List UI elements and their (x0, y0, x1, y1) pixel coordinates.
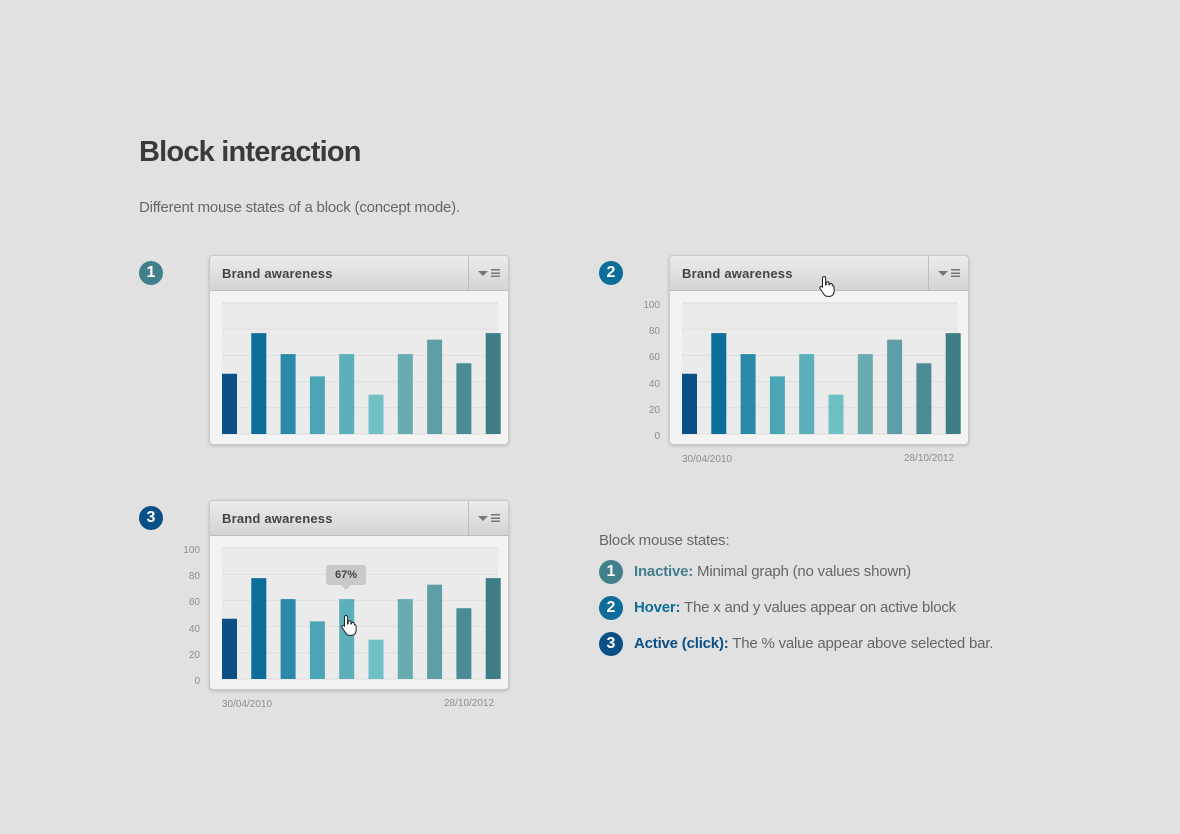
page-subtitle: Different mouse states of a block (conce… (139, 199, 460, 216)
block-header[interactable]: Brand awareness (210, 256, 508, 291)
block-menu-button[interactable] (468, 501, 508, 535)
chart-bar[interactable] (828, 394, 844, 434)
block-title: Brand awareness (682, 266, 793, 281)
hand-cursor-icon (819, 275, 835, 297)
chevron-down-icon (478, 516, 488, 521)
bar-chart-svg (222, 302, 501, 435)
block-header[interactable]: Brand awareness (210, 501, 508, 536)
x-start-date: 30/04/2010 (222, 699, 273, 710)
chevron-down-icon (938, 271, 948, 276)
legend-label: Inactive: (634, 563, 694, 580)
step-number-1: 1 (139, 261, 163, 285)
chart-bar[interactable] (309, 376, 325, 434)
brand-awareness-block-inactive[interactable]: Brand awareness (209, 255, 509, 445)
step-number-3: 3 (599, 632, 623, 656)
chart-bar[interactable] (339, 599, 355, 679)
brand-awareness-block-active[interactable]: Brand awareness 100 80 60 40 20 0 30/04/… (183, 500, 509, 710)
x-end-date: 28/10/2012 (444, 698, 495, 709)
legend-label: Active (click): (634, 635, 729, 652)
y-tick-label: 60 (648, 352, 660, 363)
chart-bar[interactable] (857, 354, 873, 434)
chart-bar[interactable] (222, 373, 237, 434)
y-tick-label: 0 (194, 676, 200, 687)
chart-bar[interactable] (397, 599, 413, 679)
block-menu-button[interactable] (468, 256, 508, 290)
chart-bar[interactable] (485, 578, 501, 679)
chart-bar[interactable] (280, 599, 296, 679)
legend-description: The % value appear above selected bar. (732, 635, 994, 652)
bar-chart-svg (222, 547, 501, 680)
block-title: Brand awareness (222, 511, 333, 526)
bar-chart (682, 302, 961, 435)
bar-chart (222, 302, 501, 435)
chart-bar[interactable] (427, 584, 443, 679)
bar-chart-svg (682, 302, 961, 435)
chart-bar[interactable] (251, 578, 267, 679)
y-tick-label: 20 (188, 650, 200, 661)
bar-chart (222, 547, 501, 680)
x-end-date: 28/10/2012 (904, 453, 955, 464)
y-tick-label: 40 (648, 379, 660, 390)
chart-plot-area (682, 303, 958, 434)
chart-bar[interactable] (945, 333, 961, 434)
chart-bar[interactable] (887, 339, 903, 434)
chart-bar[interactable] (711, 333, 727, 434)
block-title: Brand awareness (222, 266, 333, 281)
step-number-1: 1 (599, 560, 623, 584)
x-start-date: 30/04/2010 (682, 454, 733, 465)
chart-bar[interactable] (339, 354, 355, 434)
bar-value-tooltip: 67% (326, 565, 366, 590)
chart-bar[interactable] (769, 376, 785, 434)
legend-description: The x and y values appear on active bloc… (684, 599, 956, 616)
chart-plot-area (222, 303, 498, 434)
chart-bar[interactable] (456, 363, 472, 434)
chart-bar[interactable] (251, 333, 267, 434)
menu-lines-icon (951, 269, 960, 277)
chevron-down-icon (478, 271, 488, 276)
chart-bar[interactable] (368, 639, 384, 679)
chart-bar[interactable] (222, 618, 237, 679)
chart-bar[interactable] (456, 608, 472, 679)
menu-lines-icon (491, 514, 500, 522)
chart-bar[interactable] (397, 354, 413, 434)
chart-bar[interactable] (427, 339, 443, 434)
y-tick-label: 40 (188, 624, 200, 635)
step-number-3: 3 (139, 506, 163, 530)
y-tick-label: 0 (654, 431, 660, 442)
chart-bar[interactable] (740, 354, 756, 434)
chart-bar[interactable] (682, 373, 697, 434)
chart-bar[interactable] (368, 394, 384, 434)
page-title: Block interaction (139, 136, 361, 168)
y-tick-label: 80 (648, 326, 660, 337)
brand-awareness-block-hover[interactable]: Brand awareness 100 80 60 40 20 0 30/04/… (643, 255, 969, 465)
chart-bar[interactable] (799, 354, 815, 434)
block-header[interactable]: Brand awareness (670, 256, 968, 291)
chart-bar[interactable] (916, 363, 932, 434)
y-tick-label: 20 (648, 405, 660, 416)
y-tick-label: 100 (183, 545, 200, 556)
block-menu-button[interactable] (928, 256, 968, 290)
step-number-2: 2 (599, 596, 623, 620)
legend-label: Hover: (634, 599, 681, 616)
hand-cursor-icon (341, 614, 357, 636)
legend-description: Minimal graph (no values shown) (697, 563, 911, 580)
y-tick-label: 80 (188, 571, 200, 582)
legend-title: Block mouse states: (599, 532, 730, 549)
chart-bar[interactable] (485, 333, 501, 434)
y-tick-label: 60 (188, 597, 200, 608)
chart-bar[interactable] (309, 621, 325, 679)
chart-bar[interactable] (280, 354, 296, 434)
menu-lines-icon (491, 269, 500, 277)
step-number-2: 2 (599, 261, 623, 285)
y-tick-label: 100 (643, 300, 660, 311)
